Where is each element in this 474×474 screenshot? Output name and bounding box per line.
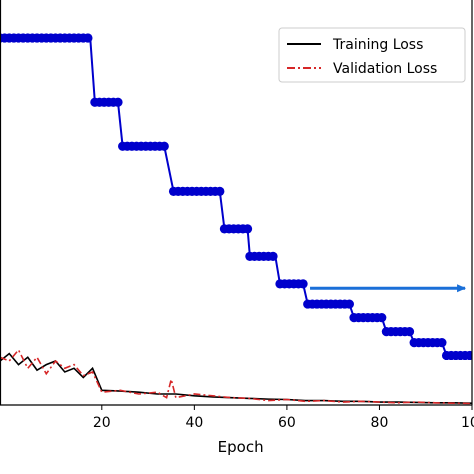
step-series-point (465, 350, 472, 361)
step-series-point (298, 279, 308, 289)
legend-frame (278, 27, 466, 83)
legend: Training Loss Validation Loss (278, 27, 466, 83)
x-tick-label: 100 (461, 415, 474, 431)
step-series-point (215, 186, 225, 197)
step-series-point (404, 327, 415, 337)
step-series-point (344, 299, 354, 309)
x-axis-label: Epoch (218, 438, 264, 456)
step-series-point (113, 97, 123, 107)
step-series-point (83, 33, 93, 43)
x-tick-label: 20 (93, 415, 111, 431)
step-series-point (377, 313, 387, 323)
step-series-point (159, 141, 169, 151)
step-series-point (268, 251, 278, 261)
step-series-point (242, 224, 253, 234)
step-series-line (0, 37, 472, 357)
legend-label-validation-loss: Validation Loss (333, 61, 437, 77)
axes: 20 40 60 80 100 (0, 0, 474, 431)
x-tick-label: 80 (371, 415, 389, 431)
series-group (0, 33, 472, 405)
plot-area (0, 33, 472, 405)
training-loss-line (0, 352, 472, 404)
validation-loss-line (0, 348, 472, 405)
x-tick-label: 60 (278, 415, 296, 431)
x-tick-label: 40 (185, 415, 203, 431)
legend-label-training-loss: Training Loss (332, 37, 423, 53)
step-series-point (437, 338, 447, 348)
